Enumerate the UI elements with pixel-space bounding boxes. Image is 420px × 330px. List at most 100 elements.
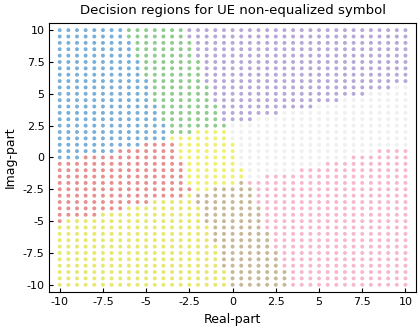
Point bbox=[220, 218, 227, 224]
Point bbox=[290, 47, 297, 52]
Point bbox=[307, 104, 314, 109]
Point bbox=[74, 218, 80, 224]
Point bbox=[298, 27, 305, 33]
Point bbox=[394, 116, 400, 122]
Point bbox=[359, 40, 365, 46]
Point bbox=[290, 199, 297, 205]
Point bbox=[385, 212, 391, 217]
Point bbox=[194, 104, 201, 109]
Point bbox=[290, 129, 297, 135]
Point bbox=[82, 129, 89, 135]
Point bbox=[220, 91, 227, 96]
Point bbox=[264, 199, 270, 205]
Point bbox=[264, 79, 270, 84]
Point bbox=[324, 66, 331, 71]
Point bbox=[281, 91, 288, 96]
Point bbox=[126, 282, 132, 287]
Point bbox=[169, 142, 176, 148]
Point bbox=[143, 225, 150, 230]
Point bbox=[82, 47, 89, 52]
Point bbox=[56, 142, 63, 148]
Point bbox=[100, 193, 106, 198]
Point bbox=[152, 66, 158, 71]
Point bbox=[91, 168, 97, 173]
Point bbox=[394, 142, 400, 148]
Point bbox=[177, 91, 184, 96]
Point bbox=[203, 238, 210, 243]
Point bbox=[376, 250, 383, 256]
Point bbox=[177, 206, 184, 211]
Point bbox=[65, 123, 72, 128]
Point bbox=[91, 187, 97, 192]
Point bbox=[134, 47, 141, 52]
Point bbox=[56, 199, 63, 205]
Point bbox=[186, 244, 193, 249]
Point bbox=[108, 225, 115, 230]
Point bbox=[186, 225, 193, 230]
Point bbox=[143, 193, 150, 198]
Point bbox=[126, 104, 132, 109]
Point bbox=[74, 257, 80, 262]
Point bbox=[56, 47, 63, 52]
Point bbox=[341, 276, 348, 281]
Point bbox=[385, 257, 391, 262]
Point bbox=[255, 148, 262, 154]
Point bbox=[186, 161, 193, 166]
Point bbox=[160, 47, 167, 52]
Point bbox=[117, 168, 123, 173]
Point bbox=[376, 225, 383, 230]
Point bbox=[56, 148, 63, 154]
Point bbox=[203, 91, 210, 96]
Point bbox=[298, 244, 305, 249]
Point bbox=[126, 263, 132, 268]
Point bbox=[229, 98, 236, 103]
Point bbox=[264, 174, 270, 179]
Point bbox=[152, 250, 158, 256]
Point bbox=[117, 212, 123, 217]
Point bbox=[264, 53, 270, 58]
Point bbox=[65, 66, 72, 71]
Point bbox=[394, 53, 400, 58]
Point bbox=[126, 206, 132, 211]
Point bbox=[186, 47, 193, 52]
Point bbox=[134, 40, 141, 46]
Point bbox=[298, 72, 305, 77]
Point bbox=[100, 98, 106, 103]
Point bbox=[247, 206, 253, 211]
Point bbox=[298, 238, 305, 243]
Point bbox=[264, 250, 270, 256]
Point bbox=[143, 199, 150, 205]
Point bbox=[394, 276, 400, 281]
Point bbox=[333, 116, 340, 122]
Point bbox=[350, 199, 357, 205]
Point bbox=[402, 276, 409, 281]
Point bbox=[229, 91, 236, 96]
Point bbox=[307, 47, 314, 52]
Point bbox=[229, 187, 236, 192]
Point bbox=[134, 110, 141, 116]
Point bbox=[341, 129, 348, 135]
Point bbox=[402, 85, 409, 90]
Point bbox=[194, 263, 201, 268]
Point bbox=[247, 180, 253, 185]
Point bbox=[368, 47, 374, 52]
Point bbox=[324, 187, 331, 192]
Point bbox=[290, 168, 297, 173]
Point bbox=[264, 148, 270, 154]
Point bbox=[108, 136, 115, 141]
Point bbox=[298, 263, 305, 268]
Point bbox=[74, 27, 80, 33]
Point bbox=[229, 174, 236, 179]
Point bbox=[307, 282, 314, 287]
Point bbox=[290, 193, 297, 198]
Point bbox=[247, 142, 253, 148]
Point bbox=[307, 136, 314, 141]
Point bbox=[264, 238, 270, 243]
Point bbox=[91, 85, 97, 90]
Point bbox=[186, 263, 193, 268]
Point bbox=[238, 91, 244, 96]
Point bbox=[273, 85, 279, 90]
Point bbox=[341, 53, 348, 58]
Point bbox=[316, 85, 323, 90]
Point bbox=[316, 231, 323, 237]
